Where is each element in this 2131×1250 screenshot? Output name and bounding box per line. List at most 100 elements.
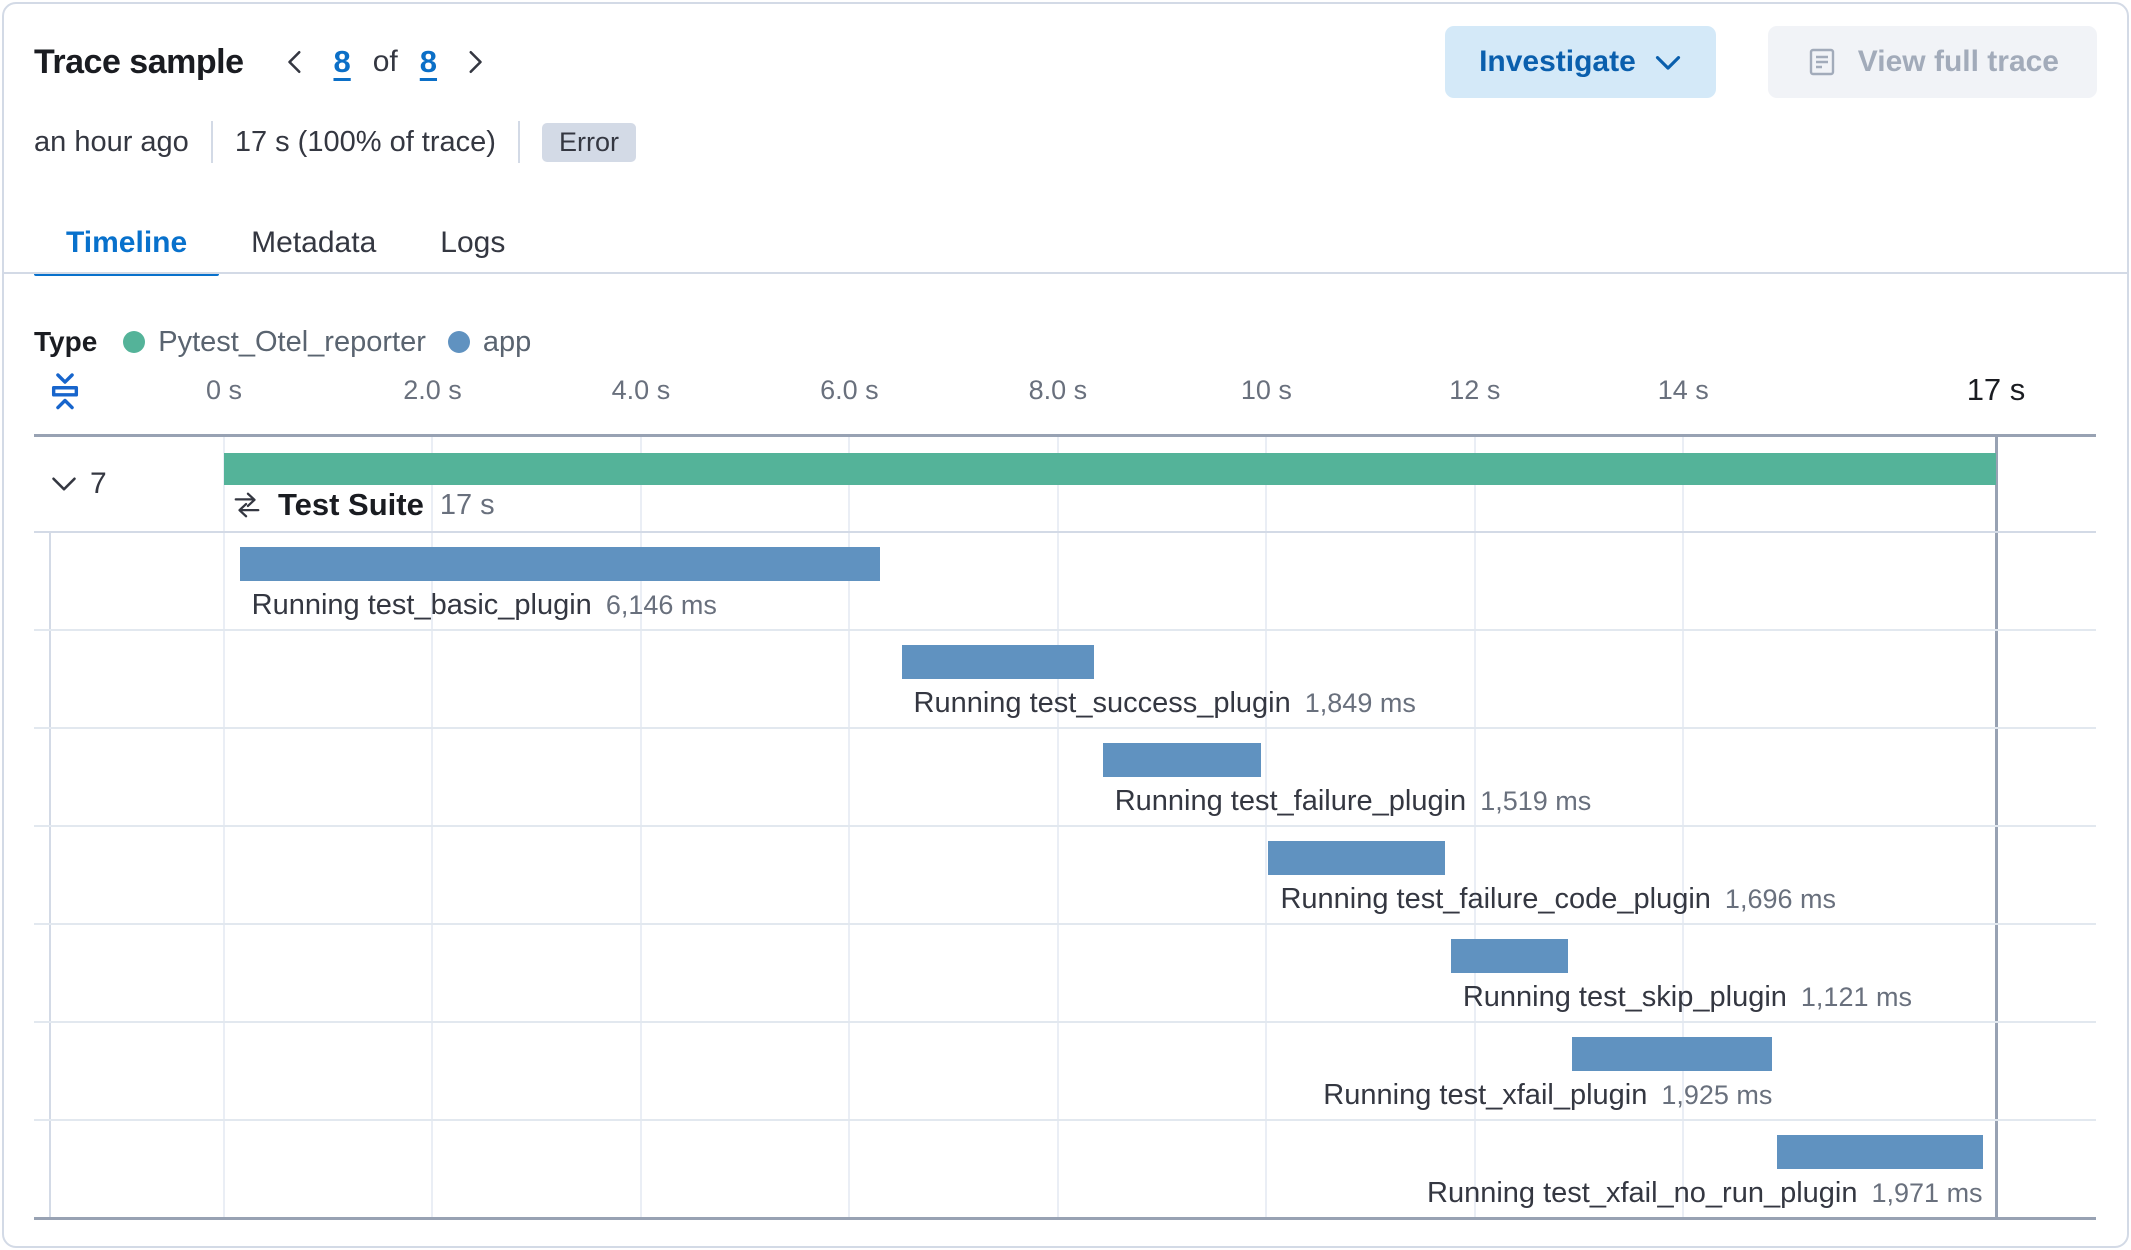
span-label: Running test_success_plugin 1,849 ms — [914, 687, 1416, 720]
span-time-area: Running test_failure_plugin 1,519 ms — [224, 729, 1996, 825]
span-bar[interactable] — [1571, 1037, 1773, 1071]
trace-summary: an hour ago 17 s (100% of trace) Error — [34, 118, 636, 166]
parent-span-duration: 17 s — [439, 488, 495, 521]
axis-tick-label: 0 s — [205, 375, 243, 405]
tab-logs[interactable]: Logs — [440, 226, 506, 259]
current-sample-link[interactable]: 8 — [333, 44, 351, 79]
pager-of-label: of — [372, 45, 398, 78]
span-duration: 1,925 ms — [1661, 1080, 1773, 1110]
gridline — [1473, 437, 1476, 1217]
legend-title: Type — [34, 326, 98, 357]
gridline — [848, 437, 851, 1217]
span-name: Running test_skip_plugin — [1462, 981, 1787, 1013]
chevron-down-icon — [50, 470, 78, 498]
span-row[interactable]: Running test_xfail_no_run_plugin 1,971 ms — [34, 1121, 2096, 1217]
span-time-area: Running test_basic_plugin 6,146 ms — [224, 533, 1996, 629]
header: Trace sample 8 of 8 Investigate — [34, 24, 2097, 100]
tabs-divider — [4, 272, 2127, 274]
parent-span-row[interactable]: 7 Test Suite 17 s — [34, 437, 2096, 533]
span-row[interactable]: Running test_skip_plugin 1,121 ms — [34, 925, 2096, 1023]
tab-metadata[interactable]: Metadata — [251, 226, 377, 259]
span-duration: 1,696 ms — [1724, 884, 1836, 914]
investigate-button[interactable]: Investigate — [1445, 26, 1716, 98]
span-time-area: Running test_xfail_plugin 1,925 ms — [224, 1023, 1996, 1119]
total-samples-link[interactable]: 8 — [419, 44, 438, 79]
span-row[interactable]: Running test_failure_code_plugin 1,696 ms — [34, 827, 2096, 925]
span-name: Running test_basic_plugin — [251, 589, 592, 621]
legend-item-app: app — [447, 326, 531, 359]
chevron-left-icon — [283, 49, 309, 75]
chevron-right-icon — [461, 49, 487, 75]
span-name: Running test_xfail_no_run_plugin — [1427, 1177, 1858, 1209]
span-label: Running test_xfail_plugin 1,925 ms — [1323, 1079, 1772, 1112]
span-bar[interactable] — [1268, 841, 1446, 875]
axis-tick-label: 17 s — [1966, 372, 2026, 407]
span-name: Running test_failure_code_plugin — [1280, 883, 1711, 915]
trace-timestamp: an hour ago — [34, 125, 189, 158]
span-bar[interactable] — [239, 547, 881, 581]
axis-tick-label: 8.0 s — [1028, 375, 1088, 405]
parent-span-name: Test Suite — [278, 487, 424, 522]
document-icon — [1806, 46, 1838, 78]
expand-toggle[interactable]: 7 — [50, 437, 107, 531]
span-row[interactable]: Running test_basic_plugin 6,146 ms — [34, 533, 2096, 631]
gridline — [1056, 437, 1059, 1217]
span-row[interactable]: Running test_success_plugin 1,849 ms — [34, 631, 2096, 729]
type-legend: Type Pytest_Otel_reporter app — [34, 322, 553, 362]
span-row[interactable]: Running test_xfail_plugin 1,925 ms — [34, 1023, 2096, 1121]
span-time-area: Running test_failure_code_plugin 1,696 ms — [224, 827, 1996, 923]
transaction-icon — [232, 490, 262, 520]
span-duration: 1,121 ms — [1800, 982, 1912, 1012]
waterfall-chart: 7 Test Suite 17 s Running test_basic_plu… — [34, 434, 2096, 1220]
legend-item-pytest: Pytest_Otel_reporter — [123, 326, 426, 359]
gridline — [639, 437, 642, 1217]
parent-time-area — [224, 437, 1996, 531]
investigate-button-label: Investigate — [1479, 45, 1636, 78]
gridline — [431, 437, 434, 1217]
trace-duration: 17 s (100% of trace) — [234, 125, 496, 158]
gridline — [1682, 437, 1685, 1217]
span-duration: 1,519 ms — [1480, 786, 1592, 816]
span-bar[interactable] — [1102, 743, 1262, 777]
sample-pager: 8 of 8 — [269, 35, 501, 89]
span-label: Running test_xfail_no_run_plugin 1,971 ms — [1427, 1177, 1983, 1210]
span-label: Running test_skip_plugin 1,121 ms — [1463, 981, 1912, 1014]
time-axis: 0 s 2.0 s 4.0 s 6.0 s 8.0 s 10 s 12 s 14 s 17 s — [34, 366, 2096, 414]
tab-bar: Timeline Metadata Logs — [34, 212, 537, 276]
axis-tick-label: 4.0 s — [611, 375, 671, 405]
span-time-area: Running test_skip_plugin 1,121 ms — [224, 925, 1996, 1021]
axis-tick-label: 12 s — [1449, 375, 1501, 405]
child-count: 7 — [90, 467, 107, 500]
indent-guide-line — [49, 533, 51, 1217]
span-name: Running test_success_plugin — [913, 687, 1291, 719]
parent-span-bar[interactable] — [224, 453, 1996, 485]
header-buttons: Investigate View full trace — [1445, 26, 2097, 98]
parent-span-label: Test Suite 17 s — [232, 487, 495, 523]
page-title: Trace sample — [34, 42, 244, 81]
collapse-all-icon[interactable] — [48, 372, 82, 412]
span-bar[interactable] — [901, 645, 1095, 679]
span-rows: Running test_basic_plugin 6,146 ms Running… — [34, 533, 2096, 1217]
legend-label: Pytest_Otel_reporter — [158, 325, 426, 358]
span-label: Running test_basic_plugin 6,146 ms — [252, 589, 717, 622]
axis-tick-label: 2.0 s — [403, 375, 462, 405]
next-sample-button[interactable] — [447, 35, 501, 89]
legend-dot-green — [123, 331, 146, 353]
legend-dot-blue — [447, 331, 470, 353]
tab-timeline[interactable]: Timeline — [34, 212, 220, 276]
prev-sample-button[interactable] — [269, 35, 323, 89]
span-bar[interactable] — [1450, 939, 1568, 973]
axis-tick-label: 10 s — [1240, 375, 1292, 405]
span-duration: 6,146 ms — [605, 590, 717, 620]
view-full-trace-label: View full trace — [1857, 45, 2059, 78]
span-label: Running test_failure_code_plugin 1,696 ms — [1280, 883, 1836, 916]
divider — [210, 121, 213, 163]
span-row[interactable]: Running test_failure_plugin 1,519 ms — [34, 729, 2096, 827]
span-duration: 1,849 ms — [1304, 688, 1416, 718]
gridline — [223, 437, 225, 1217]
view-full-trace-button[interactable]: View full trace — [1767, 26, 2097, 98]
span-name: Running test_failure_plugin — [1114, 785, 1467, 817]
chevron-down-icon — [1654, 48, 1682, 76]
span-bar[interactable] — [1777, 1135, 1983, 1169]
error-badge: Error — [541, 122, 636, 162]
